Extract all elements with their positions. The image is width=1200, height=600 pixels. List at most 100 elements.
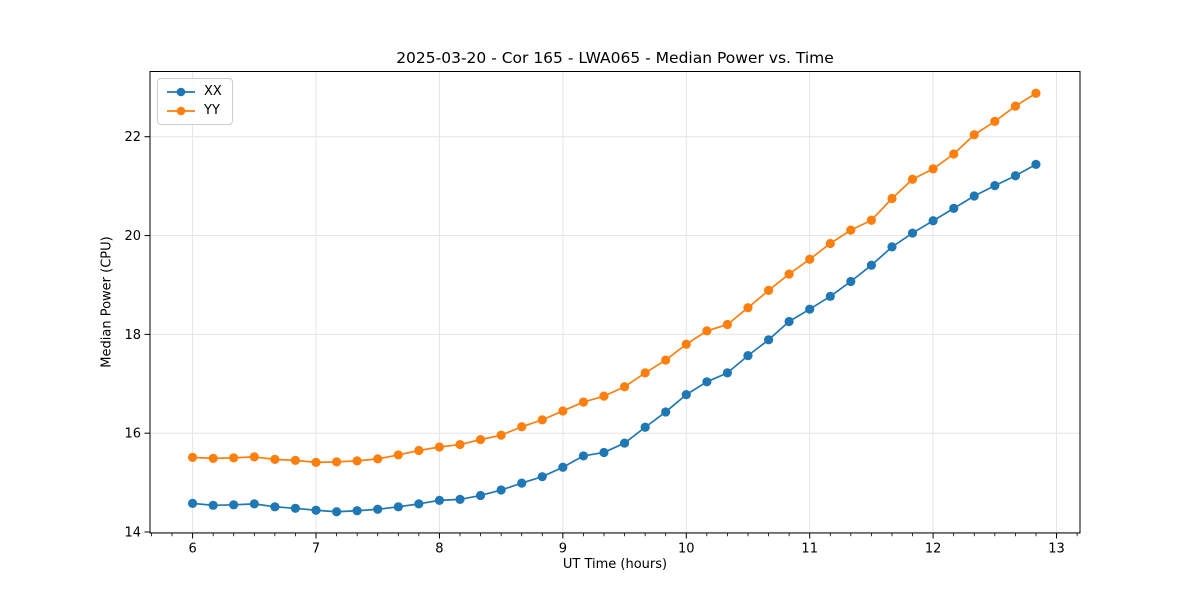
- series-XX-marker: [640, 422, 650, 432]
- y-tick-label: 22: [124, 130, 141, 145]
- series-XX-marker: [373, 504, 383, 514]
- series-XX-marker: [332, 507, 342, 517]
- series-XX-marker: [764, 335, 774, 345]
- x-axis-label: UT Time (hours): [562, 557, 668, 572]
- series-YY-marker: [249, 452, 259, 462]
- series-YY-marker: [558, 406, 568, 416]
- series-XX-marker: [661, 407, 671, 417]
- y-tick-label: 14: [124, 526, 141, 541]
- series-XX-marker: [517, 478, 527, 488]
- legend-entry-XX: XX: [166, 84, 222, 100]
- series-XX-marker: [455, 494, 465, 505]
- series-XX-marker: [599, 447, 609, 458]
- y-tick-label: 18: [124, 328, 141, 343]
- legend-swatch-icon: [167, 106, 195, 116]
- series-YY-marker: [352, 456, 362, 466]
- series-XX-marker: [187, 498, 198, 508]
- series-XX-marker: [496, 485, 506, 495]
- series-YY-marker: [187, 452, 198, 463]
- series-YY-line: [192, 92, 1037, 464]
- series-XX-marker: [1010, 171, 1021, 181]
- series-YY-marker: [866, 215, 877, 225]
- series-YY-marker: [661, 355, 671, 365]
- series-XX-marker: [537, 472, 547, 482]
- series-YY-marker: [270, 454, 280, 464]
- series-XX-marker: [352, 506, 362, 516]
- series-YY-marker: [825, 238, 835, 249]
- axes-spines: [149, 71, 1081, 534]
- series-YY-marker: [434, 442, 445, 452]
- legend-label: YY: [204, 103, 220, 118]
- series-YY-marker: [702, 326, 712, 336]
- series-XX-marker: [414, 499, 424, 509]
- series-YY-marker: [475, 435, 486, 445]
- series-YY-marker: [846, 225, 856, 235]
- series-XX-marker: [249, 499, 259, 509]
- x-tick-label: 13: [1048, 542, 1065, 557]
- y-tick-label: 20: [124, 229, 141, 244]
- series-YY-marker: [517, 422, 527, 432]
- legend-entry-YY: YY: [166, 103, 222, 119]
- x-tick-label: 7: [312, 542, 320, 557]
- x-tick-label: 9: [559, 542, 567, 557]
- x-tick-label: 8: [435, 542, 443, 557]
- series-XX-marker: [393, 502, 403, 512]
- series-YY-marker: [311, 457, 321, 467]
- series-XX-marker: [578, 451, 589, 461]
- series-YY-marker: [640, 368, 650, 378]
- series-XX-marker: [990, 181, 1000, 191]
- legend: XX YY: [157, 78, 233, 125]
- series-YY-marker: [578, 397, 589, 407]
- series-YY-marker: [229, 453, 239, 463]
- legend-label: XX: [204, 84, 222, 99]
- series-YY-marker: [599, 391, 609, 401]
- series-XX-marker: [805, 304, 815, 314]
- series-YY-marker: [496, 430, 506, 440]
- series-XX-marker: [969, 191, 979, 201]
- series-XX-marker: [784, 316, 794, 327]
- series-XX-marker: [1031, 159, 1041, 169]
- series-XX-marker: [949, 203, 959, 213]
- series-XX-marker: [928, 216, 938, 226]
- y-tick-label: 16: [124, 427, 141, 442]
- series-XX-marker: [558, 462, 568, 472]
- series-YY-marker: [907, 174, 918, 184]
- series-YY-marker: [290, 455, 300, 465]
- series-YY-marker: [722, 319, 732, 330]
- series-XX-marker: [475, 490, 486, 501]
- series-XX-marker: [270, 502, 280, 512]
- series-YY-marker: [887, 193, 897, 204]
- series-XX-marker: [290, 503, 300, 513]
- x-tick-label: 10: [678, 542, 695, 557]
- series-YY-marker: [455, 439, 465, 450]
- series-XX-marker: [866, 260, 877, 270]
- series-XX-marker: [434, 495, 445, 505]
- chart-title: 2025-03-20 - Cor 165 - LWA065 - Median P…: [396, 49, 834, 67]
- series-YY-marker: [619, 382, 630, 392]
- series-YY-marker: [764, 285, 774, 295]
- series-YY-marker: [949, 149, 959, 159]
- series-YY-marker: [743, 303, 753, 313]
- x-tick-label: 6: [188, 542, 196, 557]
- series-YY-marker: [681, 339, 691, 349]
- series-YY-marker: [805, 254, 815, 264]
- series-YY-marker: [928, 164, 938, 174]
- series-YY-marker: [373, 454, 383, 464]
- x-tick-label: 11: [801, 542, 818, 557]
- series-YY-marker: [537, 415, 547, 425]
- series-XX-marker: [681, 390, 691, 400]
- series-XX-marker: [619, 438, 630, 448]
- series-XX-marker: [907, 228, 918, 238]
- series-YY-marker: [969, 130, 979, 140]
- series-YY-marker: [393, 450, 403, 460]
- series-XX-marker: [208, 500, 218, 510]
- series-YY-marker: [784, 269, 794, 279]
- series-YY-marker: [990, 116, 1000, 127]
- series-XX-marker: [702, 377, 712, 387]
- series-YY-marker: [1031, 88, 1041, 98]
- series-XX-marker: [887, 242, 897, 252]
- series-YY-marker: [332, 457, 342, 467]
- series-YY-marker: [208, 453, 218, 463]
